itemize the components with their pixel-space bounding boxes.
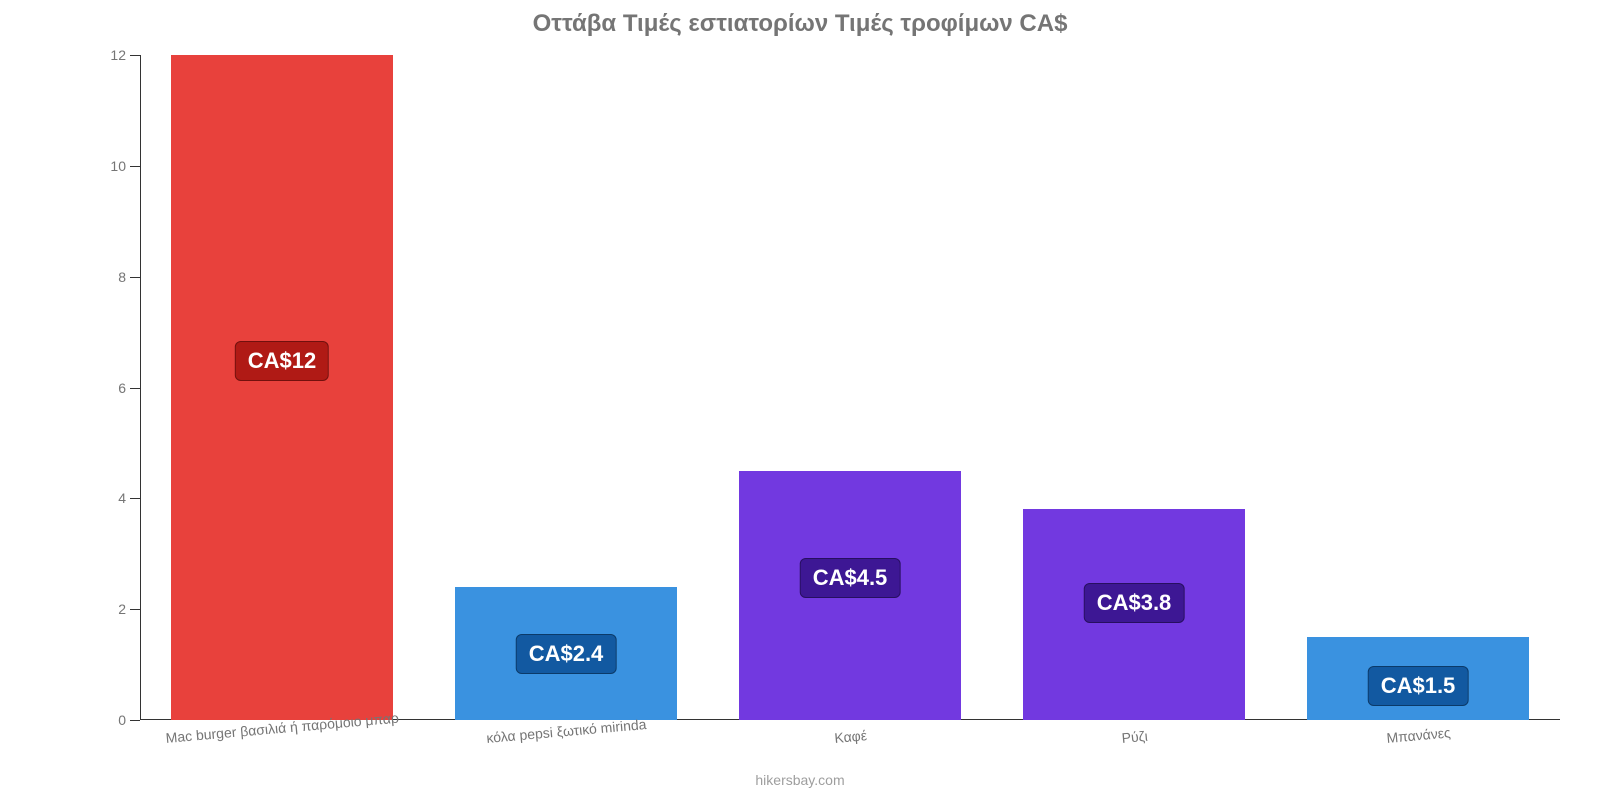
bar-slot: CA$2.4 (424, 55, 708, 720)
bar-slot: CA$3.8 (992, 55, 1276, 720)
bar (171, 55, 393, 720)
ytick-mark (130, 498, 140, 499)
ytick-mark (130, 388, 140, 389)
bar-value-label: CA$3.8 (1084, 583, 1185, 623)
attribution-text: hikersbay.com (0, 772, 1600, 788)
xtick-label: Καφέ (834, 727, 868, 746)
xtick-label: Μπανάνες (1386, 724, 1451, 746)
bar-slot: CA$1.5 (1276, 55, 1560, 720)
chart-title: Οττάβα Τιμές εστιατορίων Τιμές τροφίμων … (0, 10, 1600, 38)
ytick-mark (130, 166, 140, 167)
bar-value-label: CA$2.4 (516, 634, 617, 674)
ytick-label: 10 (110, 158, 126, 174)
plot-area: CA$12 CA$2.4 CA$4.5 CA$3.8 CA$1.5 (140, 55, 1560, 720)
ytick-mark (130, 277, 140, 278)
bars-layer: CA$12 CA$2.4 CA$4.5 CA$3.8 CA$1.5 (140, 55, 1560, 720)
xtick-label: κόλα pepsi ξωτικό mirinda (486, 716, 647, 746)
bar-value-label: CA$1.5 (1368, 666, 1469, 706)
ytick-mark (130, 720, 140, 721)
ytick-label: 4 (118, 490, 126, 506)
bar-value-label: CA$12 (235, 341, 329, 381)
ytick-label: 6 (118, 380, 126, 396)
ytick-label: 2 (118, 601, 126, 617)
xtick-label: Ρύζι (1121, 728, 1148, 746)
ytick-mark (130, 609, 140, 610)
bar-value-label: CA$4.5 (800, 558, 901, 598)
ytick-label: 8 (118, 269, 126, 285)
ytick-label: 0 (118, 712, 126, 728)
chart-container: Οττάβα Τιμές εστιατορίων Τιμές τροφίμων … (0, 0, 1600, 800)
bar-slot: CA$4.5 (708, 55, 992, 720)
ytick-label: 12 (110, 47, 126, 63)
ytick-mark (130, 55, 140, 56)
bar-slot: CA$12 (140, 55, 424, 720)
